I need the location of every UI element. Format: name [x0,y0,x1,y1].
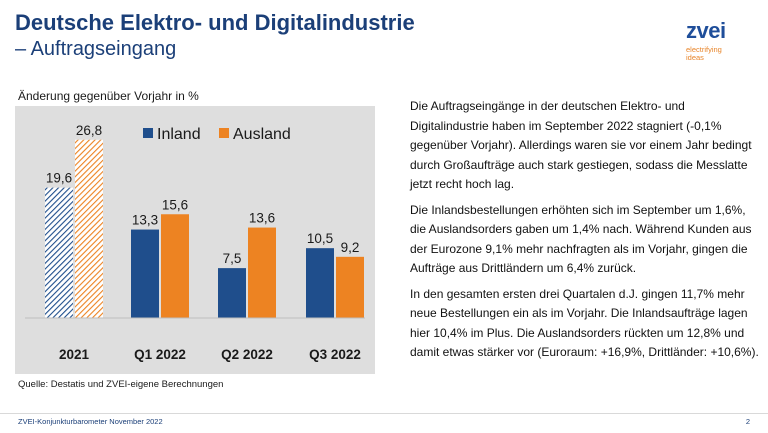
footer-label: ZVEI-Konjunkturbarometer November 2022 [18,417,163,426]
paragraph-3: In den gesamten ersten drei Quartalen d.… [410,286,759,360]
bar-ausland-q1-2022 [161,214,189,318]
chart-title: Änderung gegenüber Vorjahr in % [18,89,199,103]
paragraph-1: Die Auftragseingänge in der deutschen El… [410,99,752,191]
chart-area: Inland Ausland 19,6 26,8 2021 13,3 15,6 Q1 2022… [15,106,375,374]
legend-label-ausland: Ausland [233,126,291,143]
category-label-q1-2022: Q1 2022 [134,347,186,362]
bar-ausland-q2-2022 [248,227,276,318]
data-label-inland-q3-2022: 10,5 [307,231,333,246]
category-label-2021: 2021 [59,347,90,362]
commentary-text: Die Auftragseingänge in der deutschen El… [410,97,760,369]
footer-divider [0,413,768,414]
logo-tagline-2: ideas [686,53,704,62]
bar-chart: Inland Ausland 19,6 26,8 2021 13,3 15,6 Q1 2022… [25,123,365,362]
legend-label-inland: Inland [157,126,201,143]
category-label-q2-2022: Q2 2022 [221,347,273,362]
page-subtitle: – Auftragseingang [15,38,177,60]
data-label-inland-2021: 19,6 [46,171,72,186]
page-title: Deutsche Elektro- und Digitalindustrie [15,10,415,35]
logo-wordmark: zvei [686,18,726,43]
bar-inland-q3-2022 [306,248,334,318]
data-label-ausland-2021: 26,8 [76,123,102,138]
bar-ausland-2021 [75,139,103,318]
data-label-ausland-q2-2022: 13,6 [249,211,275,226]
source-note: Quelle: Destatis und ZVEI-eigene Berechn… [18,379,224,390]
category-label-q3-2022: Q3 2022 [309,347,361,362]
bar-inland-q2-2022 [218,268,246,318]
logo-tagline-1: electrifying [686,45,722,54]
legend-swatch-ausland [219,128,229,138]
data-label-inland-q2-2022: 7,5 [223,251,242,266]
bar-ausland-q3-2022 [336,256,364,318]
data-label-ausland-q3-2022: 9,2 [341,240,360,255]
legend-swatch-inland [143,128,153,138]
data-label-inland-q1-2022: 13,3 [132,213,158,228]
bar-inland-q1-2022 [131,229,159,318]
bar-inland-2021 [45,187,73,318]
data-label-ausland-q1-2022: 15,6 [162,197,188,212]
page-number: 2 [745,417,750,426]
zvei-logo: zvei electrifying ideas [686,20,746,62]
paragraph-2: Die Inlandsbestellungen erhöhten sich im… [410,202,752,276]
